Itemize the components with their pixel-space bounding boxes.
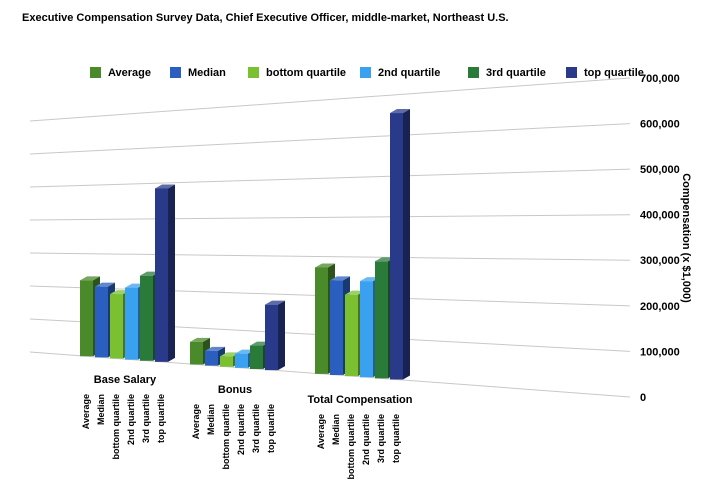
legend-label: bottom quartile (266, 67, 346, 79)
bar-top (95, 282, 115, 287)
series-tick-label: 3rd quartile (141, 394, 151, 443)
series-tick-label: Median (206, 404, 216, 435)
series-tick-label: top quartile (391, 414, 401, 463)
bar (330, 280, 343, 375)
series-tick-label: Average (81, 394, 91, 429)
series-tick-label: 2nd quartile (361, 414, 371, 465)
bar-top (390, 109, 410, 114)
y-tick-label: 400,000 (640, 210, 680, 222)
legend-label: Average (108, 67, 151, 79)
legend-label: 3rd quartile (486, 67, 546, 79)
bar (345, 294, 358, 377)
legend-label: Median (188, 67, 226, 79)
bar (125, 287, 138, 360)
legend-swatch (360, 67, 371, 78)
series-tick-label: Average (316, 414, 326, 449)
legend-label: 2nd quartile (378, 67, 440, 79)
bar (360, 281, 373, 378)
bar (315, 267, 328, 374)
legend-swatch (566, 67, 577, 78)
bar (205, 350, 218, 366)
series-tick-label: bottom quartile (111, 394, 121, 460)
bar (140, 275, 153, 361)
series-tick-label: top quartile (266, 404, 276, 453)
legend-swatch (170, 67, 181, 78)
bar (155, 188, 168, 362)
series-tick-label: 2nd quartile (236, 404, 246, 455)
series-tick-label: Median (331, 414, 341, 445)
chart-title: Executive Compensation Survey Data, Chie… (22, 12, 509, 24)
bar-top (330, 276, 350, 281)
y-tick-label: 200,000 (640, 301, 680, 313)
series-tick-label: bottom quartile (346, 414, 356, 480)
series-tick-label: 3rd quartile (251, 404, 261, 453)
x-tick-label: Base Salary (94, 374, 157, 386)
y-tick-label: 600,000 (640, 118, 680, 130)
bar-side (278, 300, 285, 371)
bar-top (220, 352, 240, 357)
grid-line (29, 252, 631, 261)
bar (250, 345, 263, 369)
grid-line (29, 77, 631, 122)
bar (375, 261, 388, 379)
legend-label: top quartile (584, 67, 644, 79)
series-tick-label: 3rd quartile (376, 414, 386, 463)
y-tick-label: 300,000 (640, 255, 680, 267)
bar (390, 113, 403, 380)
series-tick-label: top quartile (156, 394, 166, 443)
bar (95, 286, 108, 358)
x-tick-label: Bonus (218, 384, 252, 396)
bar-top (205, 346, 225, 351)
bar-top (265, 300, 285, 305)
series-tick-label: bottom quartile (221, 404, 231, 470)
legend-swatch (90, 67, 101, 78)
bar-top (190, 337, 210, 342)
y-tick-label: 700,000 (640, 73, 680, 85)
series-tick-label: 2nd quartile (126, 394, 136, 445)
legend-swatch (468, 67, 479, 78)
bar-side (168, 184, 175, 362)
grid-line (29, 214, 631, 221)
bar (190, 341, 203, 365)
y-tick-label: 0 (640, 392, 646, 404)
y-axis-label: Compensation (x $1,000) (680, 173, 692, 303)
bar-top (315, 263, 335, 268)
grid-line (29, 123, 631, 155)
bar-side (403, 109, 410, 380)
legend-swatch (248, 67, 259, 78)
bar-top (80, 276, 100, 281)
y-tick-label: 500,000 (640, 164, 680, 176)
bar (265, 304, 278, 371)
y-tick-label: 100,000 (640, 346, 680, 358)
bar-top (155, 184, 175, 189)
bar (110, 294, 123, 359)
series-tick-label: Median (96, 394, 106, 425)
series-tick-label: Average (191, 404, 201, 439)
grid-line (29, 168, 631, 188)
bar (220, 356, 233, 367)
bar (80, 280, 93, 357)
bar (235, 353, 248, 368)
x-tick-label: Total Compensation (308, 394, 413, 406)
